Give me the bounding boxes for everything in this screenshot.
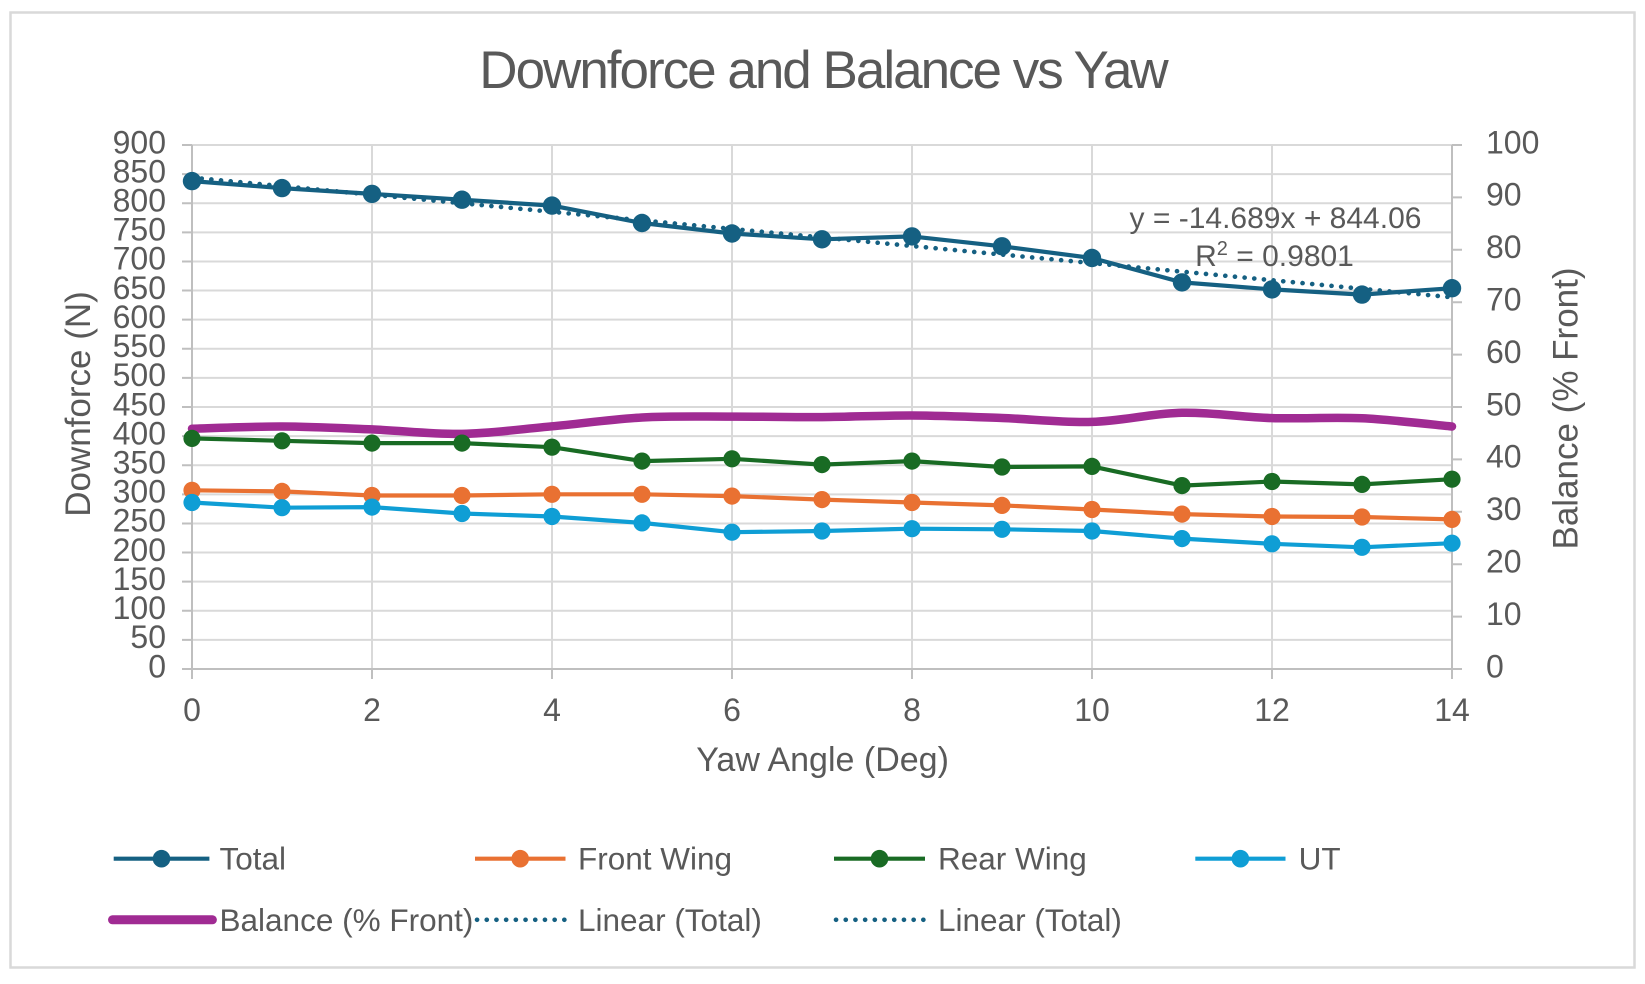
- svg-text:10: 10: [1074, 692, 1110, 728]
- svg-text:40: 40: [1486, 439, 1522, 475]
- svg-text:2: 2: [363, 692, 381, 728]
- svg-text:0: 0: [183, 692, 201, 728]
- svg-text:90: 90: [1486, 177, 1522, 213]
- svg-text:400: 400: [113, 415, 166, 451]
- svg-text:12: 12: [1254, 692, 1290, 728]
- svg-text:Rear Wing: Rear Wing: [938, 841, 1087, 877]
- svg-text:10: 10: [1486, 596, 1522, 632]
- svg-text:UT: UT: [1299, 841, 1341, 877]
- svg-text:8: 8: [903, 692, 921, 728]
- svg-text:4: 4: [543, 692, 561, 728]
- svg-text:500: 500: [113, 357, 166, 393]
- svg-text:Yaw Angle (Deg): Yaw Angle (Deg): [696, 741, 949, 779]
- svg-text:600: 600: [113, 299, 166, 335]
- svg-text:Downforce and Balance vs Yaw: Downforce and Balance vs Yaw: [479, 41, 1169, 100]
- svg-text:60: 60: [1486, 334, 1522, 370]
- svg-text:100: 100: [113, 590, 166, 626]
- svg-text:80: 80: [1486, 229, 1522, 265]
- svg-text:Linear (Total): Linear (Total): [938, 902, 1122, 938]
- svg-text:700: 700: [113, 241, 166, 277]
- svg-text:Downforce (N): Downforce (N): [59, 291, 98, 517]
- svg-text:Linear (Total): Linear (Total): [578, 902, 762, 938]
- svg-text:Balance (% Front): Balance (% Front): [1547, 267, 1586, 549]
- svg-text:20: 20: [1486, 544, 1522, 580]
- svg-text:350: 350: [113, 445, 166, 481]
- svg-text:30: 30: [1486, 491, 1522, 527]
- svg-text:6: 6: [723, 692, 741, 728]
- svg-text:Total: Total: [220, 841, 287, 877]
- svg-text:50: 50: [130, 619, 166, 655]
- svg-text:50: 50: [1486, 386, 1522, 422]
- svg-text:550: 550: [113, 328, 166, 364]
- svg-text:100: 100: [1486, 124, 1539, 160]
- svg-text:300: 300: [113, 474, 166, 510]
- svg-text:70: 70: [1486, 282, 1522, 318]
- svg-text:0: 0: [1486, 648, 1504, 684]
- svg-text:150: 150: [113, 561, 166, 597]
- svg-text:0: 0: [148, 648, 166, 684]
- svg-text:y = -14.689x + 844.06: y = -14.689x + 844.06: [1130, 202, 1422, 235]
- svg-text:14: 14: [1434, 692, 1470, 728]
- svg-text:Balance (% Front): Balance (% Front): [220, 902, 474, 938]
- svg-text:650: 650: [113, 270, 166, 306]
- svg-text:250: 250: [113, 503, 166, 539]
- svg-text:200: 200: [113, 532, 166, 568]
- svg-text:750: 750: [113, 212, 166, 248]
- svg-text:850: 850: [113, 153, 166, 189]
- svg-text:800: 800: [113, 183, 166, 219]
- svg-text:450: 450: [113, 386, 166, 422]
- svg-text:Front Wing: Front Wing: [578, 841, 732, 877]
- svg-text:900: 900: [113, 124, 166, 160]
